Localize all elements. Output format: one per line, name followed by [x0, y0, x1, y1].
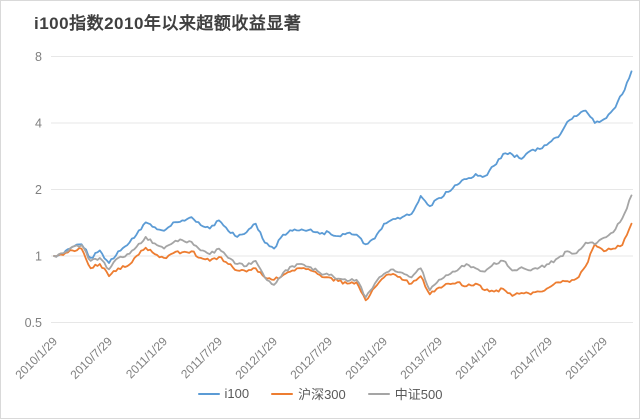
series-line-沪深300 [53, 222, 633, 302]
legend-line-swatch [197, 392, 220, 395]
x-tick-label: 2013/7/29 [397, 334, 445, 382]
x-tick-label: 2010/7/29 [67, 334, 115, 382]
x-tick-label: 2012/7/29 [287, 334, 335, 382]
series-line-中证500 [53, 194, 633, 299]
y-tick-label: 1 [35, 250, 42, 264]
x-tick-label: 2015/1/29 [562, 334, 610, 382]
chart-title: i100指数2010年以来超额收益显著 [34, 14, 302, 33]
y-tick-label: 2 [35, 183, 42, 197]
legend-label: 中证500 [394, 387, 443, 402]
legend: i100 沪深300 中证500 [1, 384, 639, 403]
y-tick-label: 8 [35, 50, 42, 64]
legend-line-swatch [367, 392, 390, 395]
x-tick-label: 2014/1/29 [452, 334, 500, 382]
x-tick-label: 2010/1/29 [12, 334, 60, 382]
series-line-i100 [53, 70, 633, 264]
legend-label: 沪深300 [298, 387, 346, 402]
legend-item-沪深300: 沪深300 [271, 384, 346, 403]
legend-item-i100: i100 [197, 386, 250, 401]
x-tick-label: 2011/1/29 [123, 334, 170, 381]
x-tick-label: 2013/1/29 [342, 334, 390, 382]
x-tick-label: 2012/1/29 [232, 334, 280, 382]
legend-line-swatch [271, 392, 294, 395]
legend-item-中证500: 中证500 [367, 384, 443, 403]
x-tick-label: 2011/7/29 [178, 334, 225, 381]
y-tick-label: 4 [35, 117, 42, 131]
y-tick-label: 0.5 [25, 316, 42, 330]
x-tick-label: 2014/7/29 [507, 334, 555, 382]
legend-label: i100 [224, 386, 250, 401]
